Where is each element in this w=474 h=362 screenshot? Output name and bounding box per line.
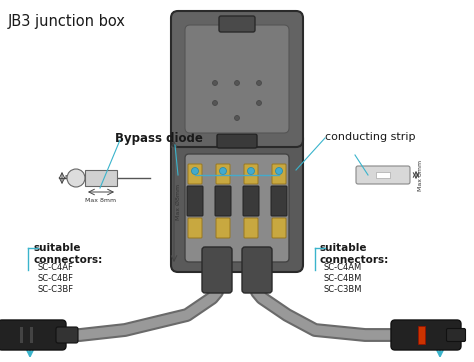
Circle shape <box>247 168 255 174</box>
Circle shape <box>212 80 218 85</box>
Circle shape <box>219 168 227 174</box>
Circle shape <box>67 169 85 187</box>
Text: SC-C4BM: SC-C4BM <box>324 274 363 283</box>
FancyBboxPatch shape <box>244 164 258 184</box>
FancyBboxPatch shape <box>272 164 286 184</box>
FancyBboxPatch shape <box>391 320 461 350</box>
FancyBboxPatch shape <box>202 247 232 293</box>
FancyBboxPatch shape <box>216 218 230 238</box>
FancyBboxPatch shape <box>185 25 289 133</box>
FancyBboxPatch shape <box>244 218 258 238</box>
Bar <box>20 327 23 343</box>
FancyBboxPatch shape <box>56 327 78 343</box>
FancyBboxPatch shape <box>272 218 286 238</box>
FancyBboxPatch shape <box>447 328 465 341</box>
Text: SC-C3BM: SC-C3BM <box>324 285 363 294</box>
FancyBboxPatch shape <box>216 164 230 184</box>
Text: Bypass diode: Bypass diode <box>115 132 203 145</box>
FancyBboxPatch shape <box>219 16 255 32</box>
Circle shape <box>275 168 283 174</box>
FancyBboxPatch shape <box>243 186 259 216</box>
Bar <box>418 326 425 344</box>
FancyBboxPatch shape <box>171 131 303 272</box>
FancyBboxPatch shape <box>0 320 66 350</box>
Text: Max 8mm: Max 8mm <box>85 198 117 203</box>
Circle shape <box>235 80 239 85</box>
Circle shape <box>235 115 239 121</box>
FancyBboxPatch shape <box>356 166 410 184</box>
Circle shape <box>256 101 262 105</box>
Bar <box>30 327 33 343</box>
FancyBboxPatch shape <box>217 134 257 148</box>
Circle shape <box>212 101 218 105</box>
Text: Max Ø8mm: Max Ø8mm <box>176 184 181 220</box>
Text: SC-C4AF: SC-C4AF <box>38 263 74 272</box>
FancyBboxPatch shape <box>242 247 272 293</box>
Text: Max 8mm: Max 8mm <box>418 159 423 190</box>
FancyBboxPatch shape <box>187 186 203 216</box>
Text: JB3 junction box: JB3 junction box <box>8 14 126 29</box>
Text: SC-C4AM: SC-C4AM <box>324 263 362 272</box>
Circle shape <box>256 80 262 85</box>
FancyBboxPatch shape <box>271 186 287 216</box>
FancyBboxPatch shape <box>171 11 303 147</box>
Text: SC-C4BF: SC-C4BF <box>38 274 74 283</box>
FancyBboxPatch shape <box>188 218 202 238</box>
FancyBboxPatch shape <box>215 186 231 216</box>
FancyBboxPatch shape <box>188 164 202 184</box>
Text: Max Ø1.3mm: Max Ø1.3mm <box>65 174 107 180</box>
Circle shape <box>191 168 199 174</box>
Text: conducting strip: conducting strip <box>325 132 416 142</box>
Bar <box>376 172 390 178</box>
Bar <box>85 170 117 186</box>
Text: SC-C3BF: SC-C3BF <box>38 285 74 294</box>
FancyBboxPatch shape <box>185 154 289 262</box>
Text: suitable
connectors:: suitable connectors: <box>34 243 103 265</box>
Text: suitable
connectors:: suitable connectors: <box>320 243 389 265</box>
